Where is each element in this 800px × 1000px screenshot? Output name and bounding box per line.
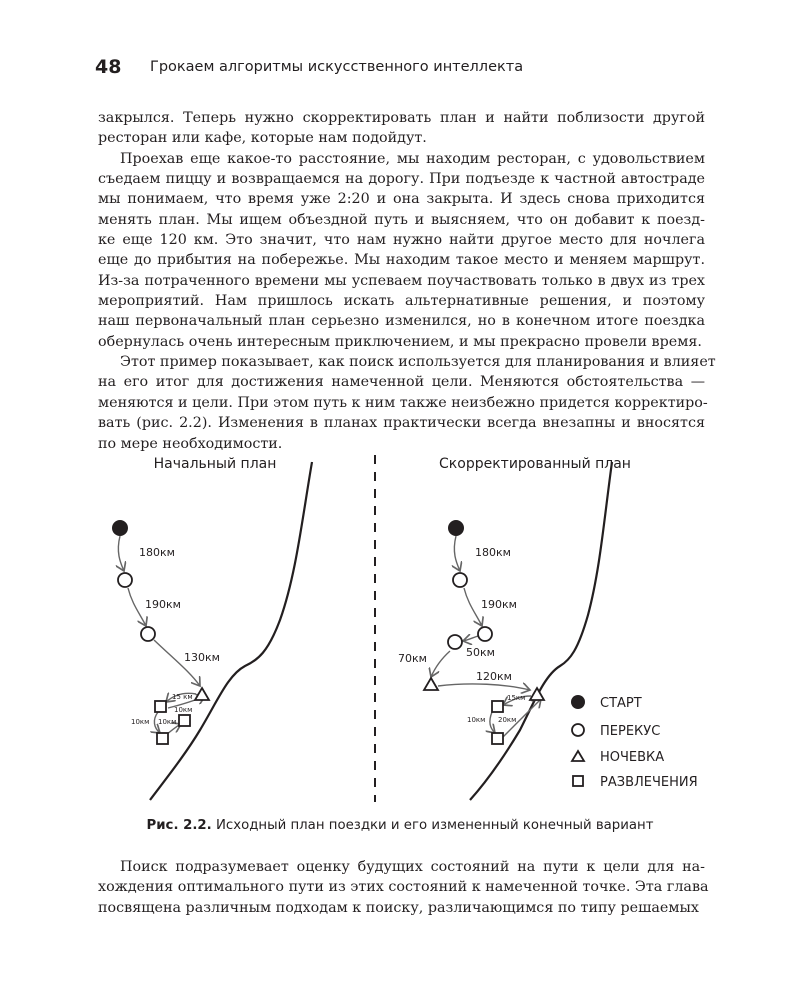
distance-label: 190км	[481, 598, 517, 611]
legend-label: ПЕРЕКУС	[600, 724, 660, 739]
text-line: хождения оптимального пути из этих состо…	[98, 879, 709, 896]
start-marker	[448, 520, 464, 536]
text-line: меняются и цели. При этом путь к ним так…	[98, 394, 708, 411]
distance-label: 180км	[139, 546, 175, 559]
text-line: Проехав еще какое-то расстояние, мы нахо…	[120, 150, 705, 167]
body-text-bottom: Поиск подразумевает оценку будущих состо…	[98, 857, 709, 918]
text-line: Из-за потраченного времени мы успеваем п…	[98, 272, 705, 289]
snack-marker	[477, 626, 493, 642]
distance-label: 10км	[467, 716, 485, 724]
running-title: Грокаем алгоритмы искусственного интелле…	[150, 59, 524, 75]
body-text-top: закрылся. Теперь нужно скорректировать п…	[98, 108, 716, 454]
snack-marker	[140, 626, 156, 642]
figure-caption: Рис. 2.2. Исходный план поездки и его из…	[0, 818, 800, 833]
text-line: ресторан или кафе, которые нам подойдут.	[98, 130, 427, 147]
distance-label: 190км	[145, 598, 181, 611]
text-line: по мере необходимости.	[98, 435, 283, 452]
entertainment-marker	[178, 714, 191, 727]
coastline-right	[469, 461, 614, 801]
text-line: съедаем пиццу и возвращаемся на дорогу. …	[98, 171, 705, 188]
text-line: ке еще 120 км. Это значит, что нам нужно…	[98, 232, 705, 249]
entertainment-legend-icon	[572, 775, 584, 787]
overnight-marker	[528, 686, 546, 701]
text-line: мы понимаем, что время уже 2:20 и она за…	[98, 191, 705, 208]
text-line: наш первоначальный план серьезно изменил…	[98, 313, 705, 330]
right-route	[431, 535, 541, 739]
start-marker	[112, 520, 128, 536]
snack-marker	[117, 572, 133, 588]
legend-label: СТАРТ	[600, 696, 642, 711]
legend-label: НОЧЕВКА	[600, 750, 664, 765]
entertainment-marker	[154, 700, 167, 713]
distance-label: 20км	[498, 716, 516, 724]
left-route	[118, 535, 205, 736]
entertainment-marker	[491, 732, 504, 745]
page-number: 48	[95, 56, 122, 78]
distance-label: 10км	[158, 718, 176, 726]
text-line: закрылся. Теперь нужно скорректировать п…	[98, 110, 705, 126]
text-line: еще до прибытия на побережье. Мы находим…	[98, 252, 705, 269]
snack-marker	[452, 572, 468, 588]
start-legend-icon	[571, 695, 585, 709]
left-title: Начальный план	[154, 456, 277, 472]
distance-label: 70км	[398, 652, 427, 665]
text-line: посвящена различным подходам к поиску, р…	[98, 899, 699, 916]
snack-marker	[447, 634, 463, 650]
legend: СТАРТ ПЕРЕКУС НОЧЕВКА РАЗВЛЕЧЕНИЯ	[570, 695, 698, 790]
distance-label: 10км	[174, 706, 192, 714]
text-line: Этот пример показывает, как поиск исполь…	[120, 354, 716, 371]
snack-legend-icon	[571, 723, 585, 737]
text-line: мероприятий. Нам пришлось искать альтерн…	[98, 293, 705, 310]
overnight-legend-icon	[570, 749, 586, 762]
overnight-marker	[193, 686, 211, 701]
distance-label: 15км	[507, 694, 525, 702]
text-line: на его итог для достижения намеченной це…	[98, 374, 705, 391]
text-line: обернулась очень интересным приключением…	[98, 333, 702, 350]
distance-label: 15 км	[172, 693, 193, 701]
distance-label: 180км	[475, 546, 511, 559]
caption-text: Исходный план поездки и его измененный к…	[215, 818, 654, 833]
coastline-left	[149, 461, 314, 801]
distance-label: 130км	[184, 651, 220, 664]
overnight-marker	[422, 676, 440, 691]
distance-label: 10км	[131, 718, 149, 726]
legend-label: РАЗВЛЕЧЕНИЯ	[600, 775, 698, 790]
right-title: Скорректированный план	[439, 456, 631, 472]
entertainment-marker	[156, 732, 169, 745]
caption-number: Рис. 2.2.	[146, 818, 212, 833]
distance-label: 120км	[476, 670, 512, 683]
entertainment-marker	[491, 700, 504, 713]
text-line: вать (рис. 2.2). Изменения в планах прак…	[98, 415, 705, 432]
running-header: 48 Грокаем алгоритмы искусственного инте…	[95, 56, 523, 78]
distance-label: 50км	[466, 646, 495, 659]
text-line: Поиск подразумевает оценку будущих состо…	[120, 859, 705, 875]
text-line: менять план. Мы ищем объездной путь и вы…	[98, 211, 705, 228]
